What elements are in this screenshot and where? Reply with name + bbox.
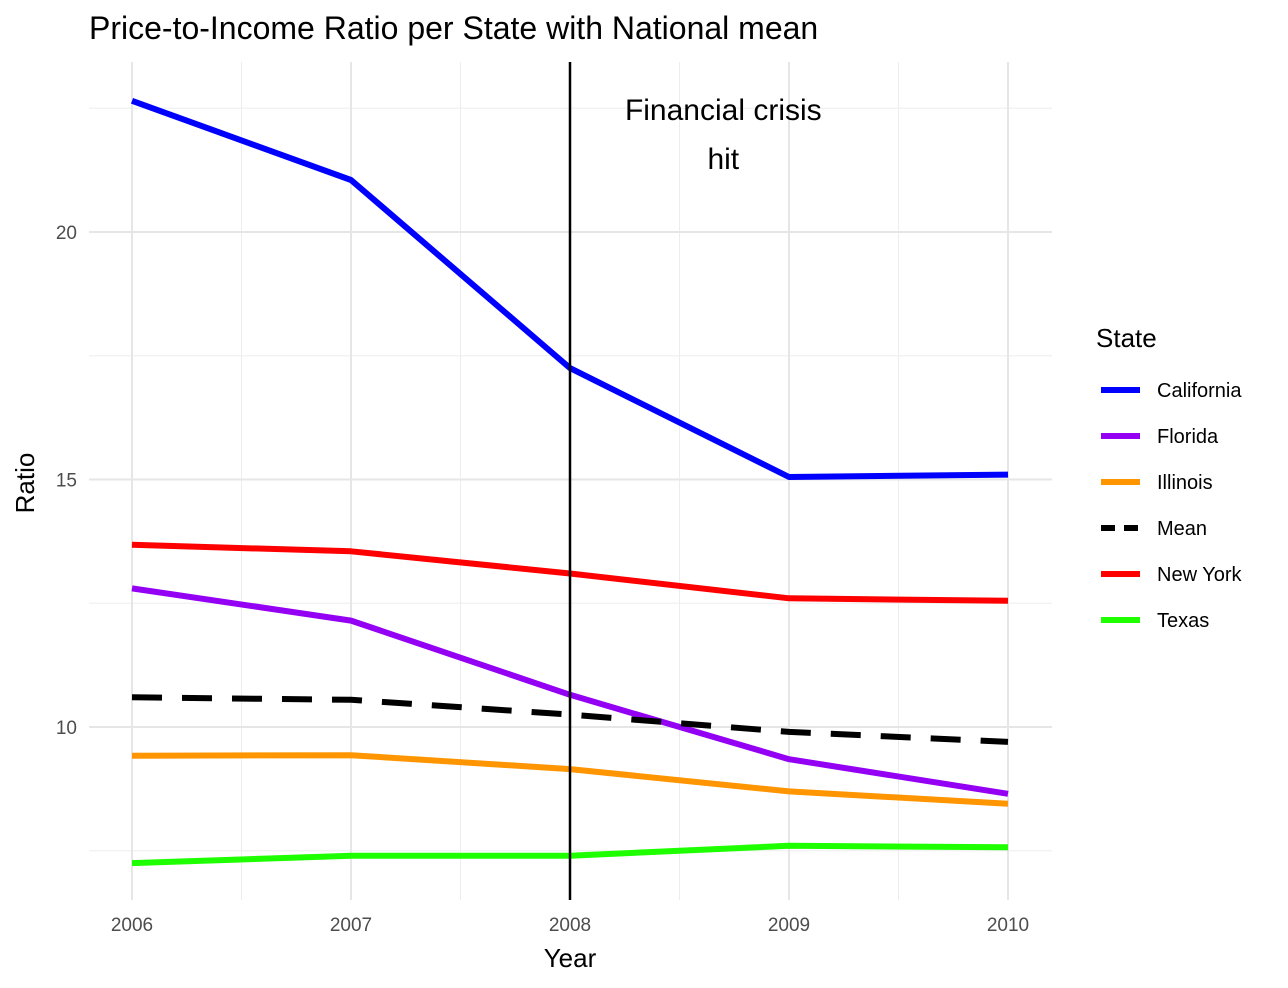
legend-label: New York bbox=[1157, 564, 1242, 586]
legend-item-new-york: New York bbox=[1101, 564, 1242, 586]
legend: State California Florida Illinois Mean New Y… bbox=[1096, 323, 1242, 632]
legend-items: California Florida Illinois Mean New York Tex… bbox=[1101, 380, 1242, 632]
x-tick-label: 2009 bbox=[768, 915, 810, 936]
legend-item-illinois: Illinois bbox=[1101, 472, 1213, 494]
legend-label: California bbox=[1157, 380, 1242, 402]
y-tick-label: 20 bbox=[56, 223, 77, 244]
x-tick-label: 2006 bbox=[111, 915, 153, 936]
legend-label: Illinois bbox=[1157, 472, 1213, 494]
x-tick-label: 2010 bbox=[987, 915, 1029, 936]
legend-label: Florida bbox=[1157, 426, 1219, 448]
y-tick-label: 10 bbox=[56, 718, 77, 739]
legend-label: Texas bbox=[1157, 610, 1209, 632]
legend-item-mean: Mean bbox=[1101, 518, 1207, 540]
annotation-text: Financial crisis bbox=[625, 94, 822, 127]
legend-item-california: California bbox=[1101, 380, 1242, 402]
x-axis-ticks: 2006 2007 2008 2009 2010 bbox=[111, 915, 1029, 936]
x-axis-title: Year bbox=[544, 943, 597, 973]
x-tick-label: 2007 bbox=[330, 915, 372, 936]
annotations: Financial crisis hit bbox=[568, 62, 822, 900]
legend-item-florida: Florida bbox=[1101, 426, 1219, 448]
legend-label: Mean bbox=[1157, 518, 1207, 540]
legend-title: State bbox=[1096, 323, 1157, 353]
annotation-text: hit bbox=[707, 143, 739, 176]
y-axis-title: Ratio bbox=[10, 453, 40, 514]
legend-item-texas: Texas bbox=[1101, 610, 1209, 632]
x-tick-label: 2008 bbox=[549, 915, 591, 936]
y-tick-label: 15 bbox=[56, 471, 77, 492]
y-axis-ticks: 10 15 20 bbox=[56, 223, 77, 739]
chart-title: Price-to-Income Ratio per State with Nat… bbox=[89, 10, 818, 46]
